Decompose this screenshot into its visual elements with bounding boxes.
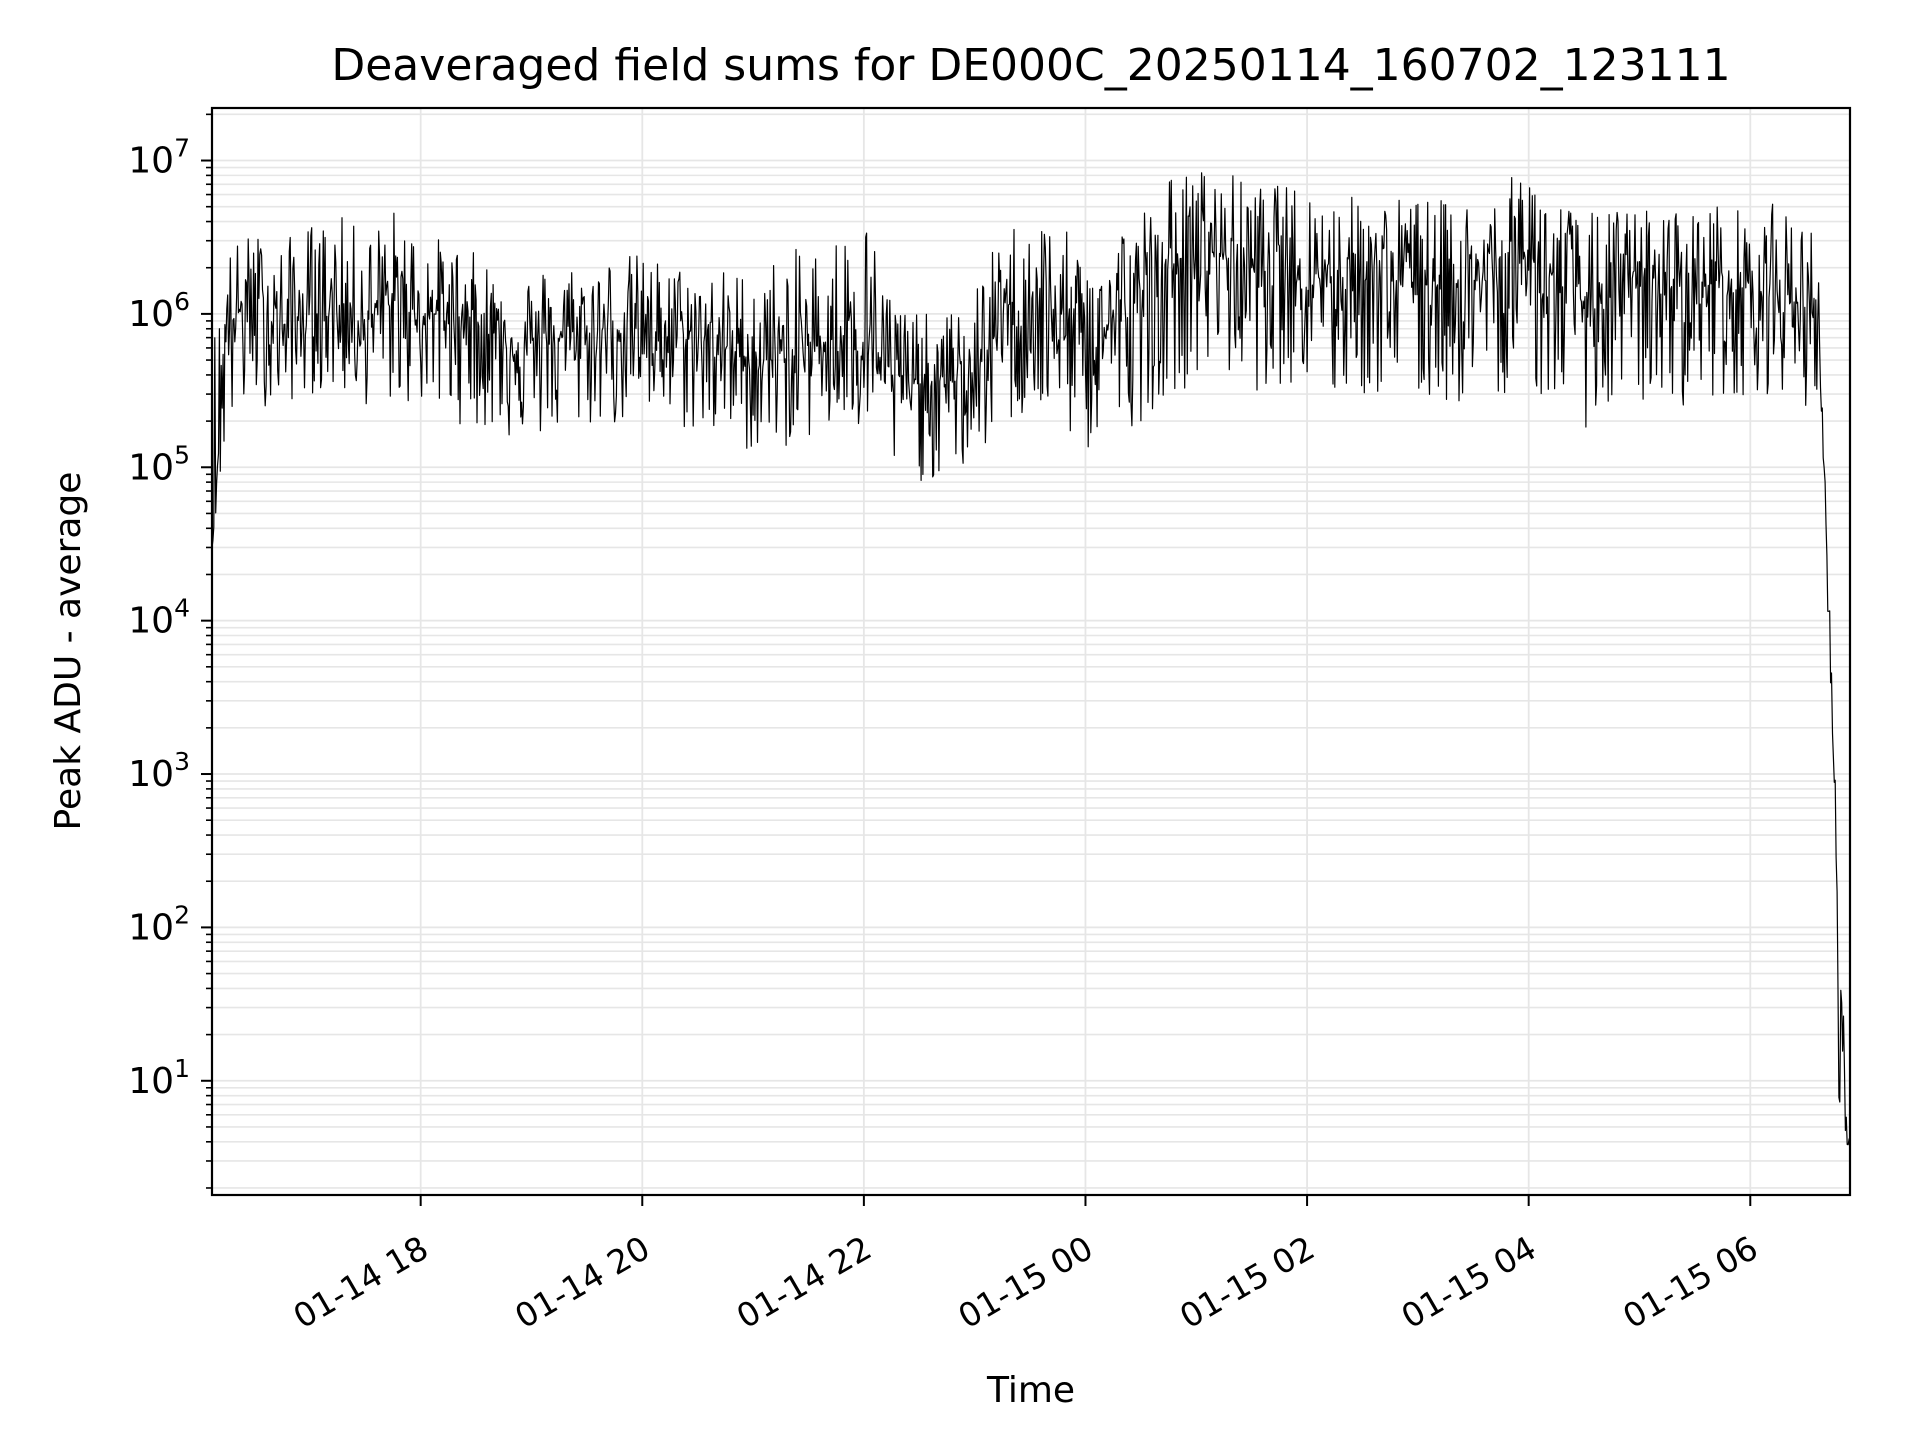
x-tick-label: 01-15 02 [1173,1228,1321,1336]
y-tick-label: 104 [128,594,190,642]
y-axis: 101 102 103 104 105 106 107 [128,113,212,1189]
x-tick-label: 01-14 22 [730,1228,878,1336]
y-tick-label: 102 [128,900,190,948]
y-tick-label: 107 [128,134,190,182]
series-layer [211,172,1851,1146]
series-line [211,172,1851,1146]
chart-title: Deaveraged field sums for DE000C_2025011… [331,40,1730,91]
x-tick-label: 01-15 06 [1616,1228,1764,1336]
x-axis-label: Time [986,1370,1075,1411]
y-tick-label: 101 [128,1054,190,1102]
plot-frame [210,106,1852,1197]
y-axis-label: Peak ADU - average [48,472,89,831]
x-tick-label: 01-14 20 [508,1228,656,1336]
x-tick-label: 01-15 00 [951,1228,1099,1336]
x-tick-label: 01-15 04 [1395,1228,1543,1336]
y-tick-label: 103 [128,747,190,795]
y-tick-label: 106 [128,287,190,335]
x-tick-label: 01-14 18 [287,1228,435,1336]
x-axis: 01-14 18 01-14 20 01-14 22 01-15 00 01-15 02… [287,1195,1764,1336]
y-tick-label: 105 [128,440,190,488]
grid-layer [212,108,1850,1195]
